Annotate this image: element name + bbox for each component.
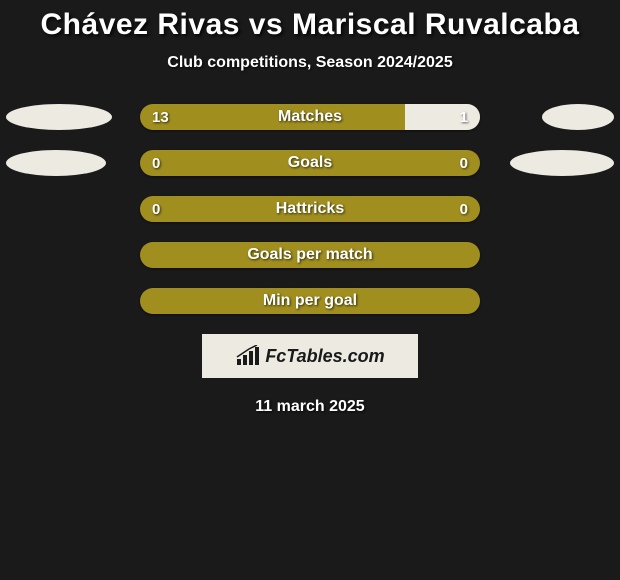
stat-bar: Goals per match [140,242,480,268]
bar-label: Goals per match [140,242,480,268]
stat-row-goals-per-match: Goals per match [0,242,620,268]
page-title: Chávez Rivas vs Mariscal Ruvalcaba [0,0,620,42]
bar-value-right: 0 [460,196,468,222]
stat-row-hattricks: 0 Hattricks 0 [0,196,620,222]
bar-label: Goals [140,150,480,176]
stat-row-matches: 13 Matches 1 [0,104,620,130]
right-oval [510,150,614,176]
subtitle: Club competitions, Season 2024/2025 [0,54,620,72]
left-oval [6,104,112,130]
stat-row-min-per-goal: Min per goal [0,288,620,314]
brand-chart-icon [235,345,261,367]
right-oval [542,104,614,130]
stat-rows: 13 Matches 1 0 Goals 0 0 Hattricks 0 G [0,104,620,314]
stat-bar: 0 Goals 0 [140,150,480,176]
date-text: 11 march 2025 [0,398,620,416]
bar-value-right: 1 [460,104,468,130]
left-oval [6,150,106,176]
bar-label: Min per goal [140,288,480,314]
bar-value-right: 0 [460,150,468,176]
stat-bar: 0 Hattricks 0 [140,196,480,222]
stat-row-goals: 0 Goals 0 [0,150,620,176]
brand-box: FcTables.com [202,334,418,378]
brand-text: FcTables.com [265,346,384,367]
stat-bar: Min per goal [140,288,480,314]
bar-label: Matches [140,104,480,130]
stat-bar: 13 Matches 1 [140,104,480,130]
bar-label: Hattricks [140,196,480,222]
